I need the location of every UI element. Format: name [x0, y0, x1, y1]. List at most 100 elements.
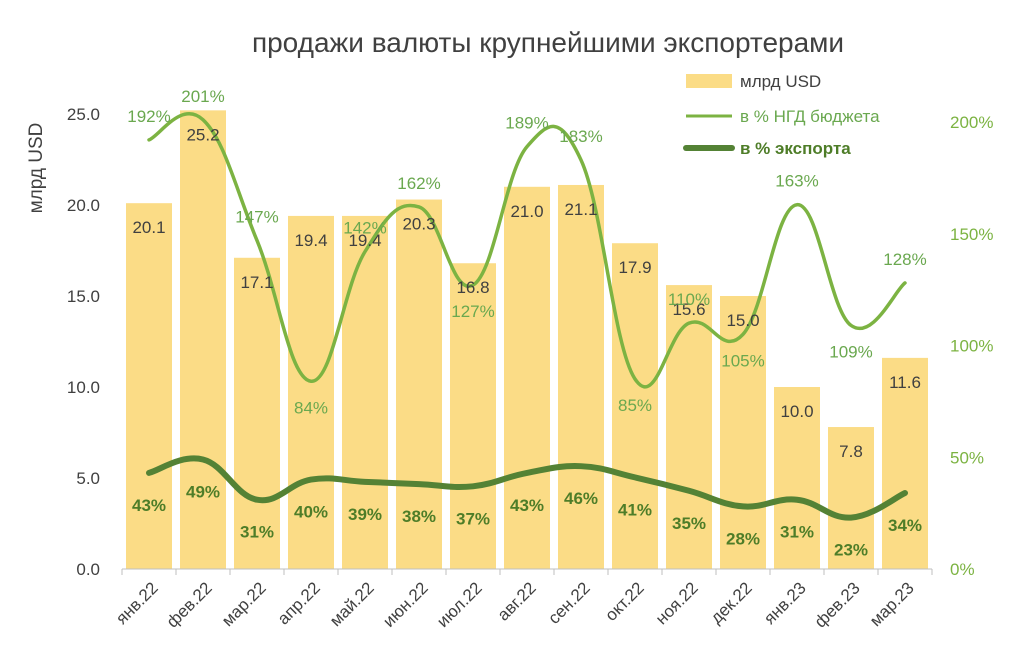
export-value-label: 34% — [888, 516, 922, 535]
bar-value-label: 19.4 — [348, 231, 381, 250]
y-tick-label: 15.0 — [67, 287, 100, 306]
bar-мар.23 — [882, 357, 928, 569]
bar-value-label: 10.0 — [780, 402, 813, 421]
bar-value-label: 17.9 — [618, 258, 651, 277]
bar-value-label: 7.8 — [839, 442, 863, 461]
bar-сен.22 — [558, 184, 604, 570]
x-tick-label: мар.22 — [218, 578, 270, 630]
bar-май.22 — [342, 215, 388, 570]
y-tick-label: 25.0 — [67, 105, 100, 124]
ngd-value-label: 162% — [397, 174, 440, 193]
bar-окт.22 — [612, 243, 658, 569]
bar-value-label: 21.1 — [564, 200, 597, 219]
ngd-value-label: 110% — [668, 290, 710, 309]
line-ngd-budget — [147, 112, 907, 389]
bar-фев.23 — [828, 427, 874, 569]
x-tick-label: окт.22 — [601, 578, 647, 624]
export-value-label: 23% — [834, 541, 868, 560]
bar-value-label: 20.1 — [132, 218, 165, 237]
bar-value-label: 15.6 — [672, 300, 705, 319]
bar-июн.22 — [396, 199, 442, 570]
x-axis: янв.22 фев.22 мар.22 апр.22 май.22 июн.22 июл.… — [112, 568, 933, 632]
y-axis-title: млрд USD — [26, 123, 47, 214]
line-series — [146, 112, 908, 521]
x-tick-label: янв.23 — [760, 578, 810, 628]
export-value-label: 43% — [510, 496, 544, 515]
bar-series — [126, 110, 928, 570]
x-tick-label: мар.23 — [866, 578, 918, 630]
bar-value-label: 20.3 — [402, 215, 435, 234]
x-tick-label: янв.22 — [112, 578, 162, 628]
export-value-label: 39% — [348, 505, 382, 524]
x-tick-label: апр.22 — [274, 578, 324, 628]
bar-ноя.22 — [666, 285, 712, 569]
ngd-value-label: 105% — [721, 351, 764, 370]
x-tick-label: июн.22 — [379, 578, 432, 631]
legend-label-ngd: в % НГД бюджета — [740, 107, 880, 126]
bar-апр.22 — [288, 215, 334, 570]
line-export-share — [146, 455, 908, 521]
ngd-value-label: 109% — [829, 342, 872, 361]
x-tick-label: авг.22 — [494, 578, 540, 624]
x-tick-label: май.22 — [326, 578, 378, 630]
legend-label-export: в % экспорта — [740, 139, 851, 158]
x-tick-label: фев.22 — [163, 578, 216, 631]
bar-мар.22 — [234, 257, 280, 569]
x-tick-label: фев.23 — [811, 578, 864, 631]
x-tick-label: июл.22 — [433, 578, 486, 631]
bar-янв.22 — [126, 203, 172, 569]
bar-фев.22 — [180, 110, 226, 570]
ngd-value-label: 128% — [883, 250, 926, 269]
ngd-value-label: 147% — [235, 207, 278, 226]
y-tick-label: 20.0 — [67, 196, 100, 215]
y-tick-label: 5.0 — [76, 469, 100, 488]
ngd-value-label: 192% — [127, 107, 170, 126]
y2-tick-label: 50% — [950, 448, 984, 467]
export-value-label: 46% — [564, 489, 598, 508]
bar-дек.22 — [720, 296, 766, 569]
export-value-label: 38% — [402, 507, 436, 526]
export-value-label: 40% — [294, 503, 328, 522]
x-tick-label: дек.22 — [707, 578, 756, 627]
left-axis: 0.0 5.0 10.0 15.0 20.0 25.0 — [67, 105, 100, 579]
chart-title: продажи валюты крупнейшими экспортерами — [252, 27, 844, 58]
export-value-label: 31% — [780, 523, 814, 542]
legend-swatch-bars — [686, 74, 732, 88]
ngd-value-label: 127% — [451, 302, 494, 321]
bar-value-label: 15.0 — [726, 311, 759, 330]
ngd-value-label: 189% — [505, 114, 548, 133]
export-value-label: 43% — [132, 496, 166, 515]
bar-value-label: 16.8 — [456, 278, 489, 297]
bar-value-label: 17.1 — [240, 273, 273, 292]
bar-авг.22 — [504, 186, 550, 570]
y2-tick-label: 150% — [950, 225, 993, 244]
bar-value-label: 19.4 — [294, 231, 327, 250]
y2-tick-label: 0% — [950, 560, 975, 579]
y-tick-label: 10.0 — [67, 378, 100, 397]
bar-янв.23 — [774, 387, 820, 569]
y2-tick-label: 200% — [950, 113, 993, 132]
export-value-label: 37% — [456, 509, 490, 528]
ngd-value-label: 163% — [775, 172, 818, 191]
ngd-value-label: 183% — [559, 127, 602, 146]
legend-label-bars: млрд USD — [740, 72, 821, 91]
export-value-label: 28% — [726, 529, 760, 548]
x-tick-label: сен.22 — [544, 578, 593, 627]
export-value-label: 35% — [672, 514, 706, 533]
x-tick-label: ноя.22 — [652, 578, 702, 628]
ngd-value-label: 142% — [343, 219, 386, 238]
ngd-value-label: 85% — [618, 396, 652, 415]
legend: млрд USD в % НГД бюджета в % экспорта — [683, 72, 880, 158]
y-tick-label: 0.0 — [76, 560, 100, 579]
right-axis: 0% 50% 100% 150% 200% — [950, 113, 993, 579]
ngd-value-label: 84% — [294, 398, 328, 417]
bar-июл.22 — [450, 263, 496, 569]
y2-tick-label: 100% — [950, 337, 993, 356]
export-value-label: 41% — [618, 500, 652, 519]
bar-value-label: 21.0 — [510, 202, 543, 221]
data-labels: 20.1 25.2 17.1 19.4 19.4 20.3 16.8 21.0 21.1 17.9… — [127, 87, 926, 560]
export-value-label: 49% — [186, 482, 220, 501]
bar-value-label: 11.6 — [889, 373, 921, 392]
ngd-value-label: 201% — [181, 87, 224, 106]
